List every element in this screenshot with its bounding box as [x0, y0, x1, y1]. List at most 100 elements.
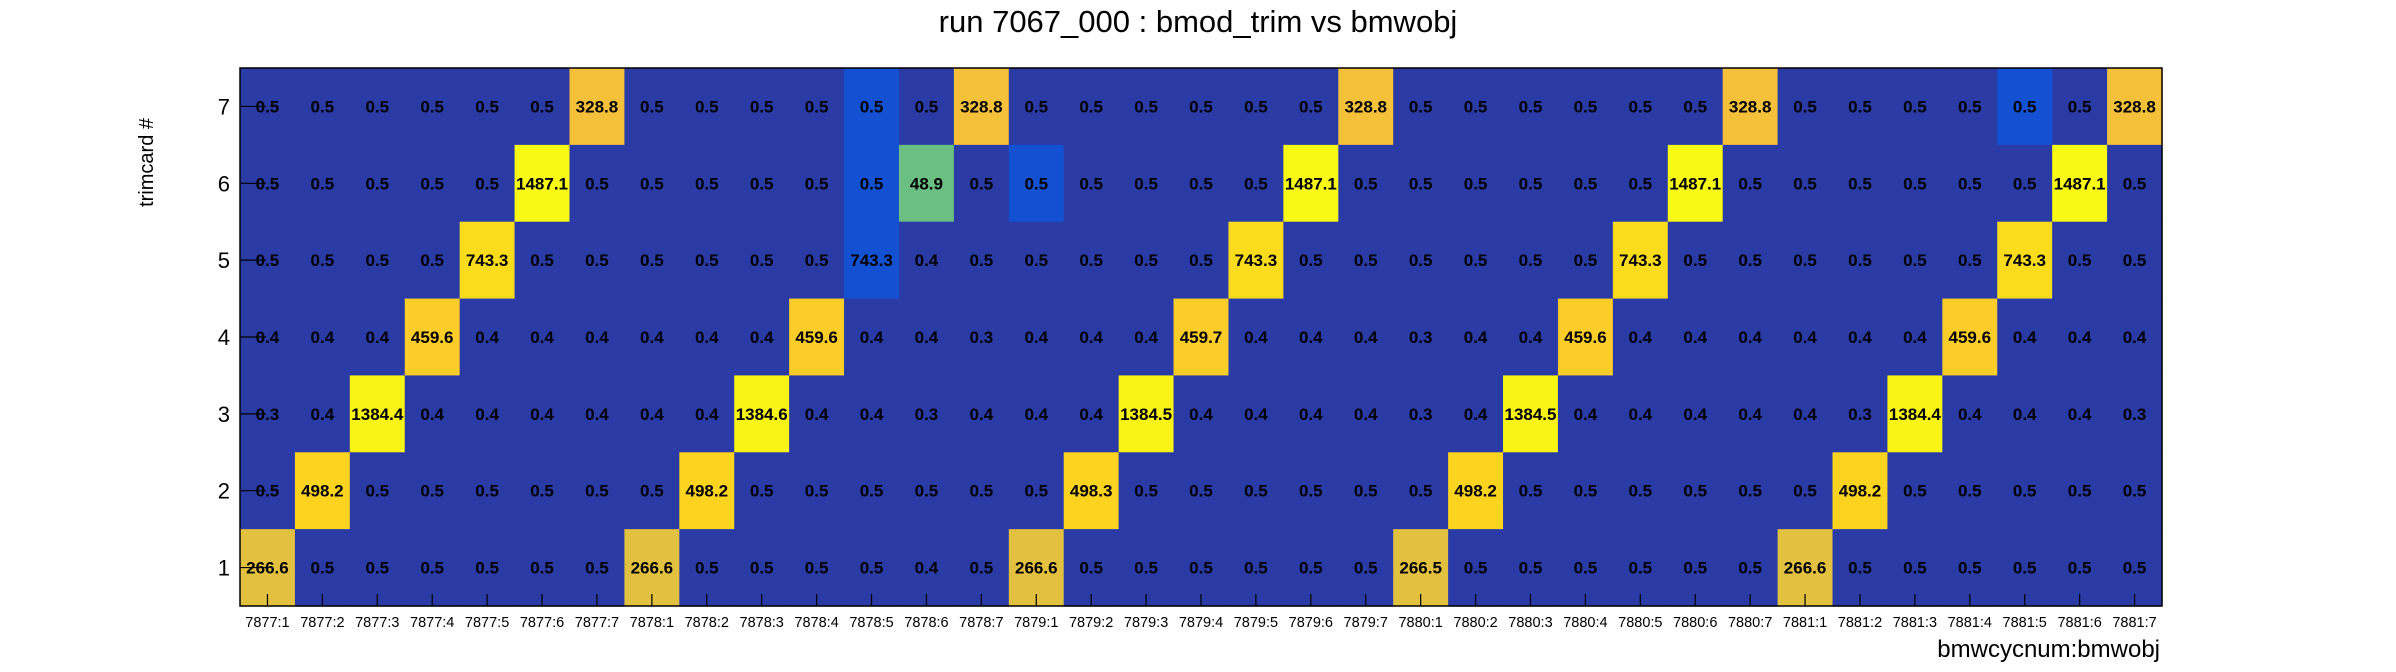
- cell-value-label: 0.5: [311, 97, 335, 116]
- cell-value-label: 498.2: [685, 482, 728, 501]
- heatmap-cell: [1448, 529, 1504, 607]
- cell-value-label: 0.5: [1464, 174, 1488, 193]
- x-tick-label: 7880:7: [1728, 615, 1772, 631]
- heatmap-cell: [2107, 298, 2163, 377]
- heatmap-cell: [1008, 221, 1065, 300]
- heatmap-cell: [1997, 298, 2053, 377]
- cell-value-label: 743.3: [1235, 251, 1278, 270]
- heatmap-cell: [1393, 452, 1449, 530]
- x-tick-label: 7880:4: [1563, 615, 1607, 631]
- heatmap-cell: [514, 452, 571, 530]
- heatmap-cell: [514, 144, 571, 223]
- cell-value-label: 0.4: [860, 405, 884, 424]
- heatmap-cell: [1832, 452, 1889, 530]
- cell-value-label: 0.4: [2013, 405, 2037, 424]
- cell-value-label: 0.5: [1079, 251, 1103, 270]
- cell-value-label: 0.5: [1628, 482, 1652, 501]
- heatmap-cell: [1942, 221, 1998, 300]
- cell-value-label: 0.5: [1574, 482, 1598, 501]
- heatmap-cell: [1228, 298, 1284, 377]
- heatmap-cell: [953, 298, 1010, 377]
- cell-value-label: 743.3: [850, 251, 893, 270]
- heatmap-cell: [459, 452, 516, 530]
- cell-value-label: 0.5: [365, 174, 389, 193]
- heatmap-cell: [953, 68, 1010, 146]
- cell-value-label: 0.5: [1519, 174, 1543, 193]
- cell-value-label: 0.5: [1683, 97, 1707, 116]
- cell-value-label: 0.5: [585, 251, 609, 270]
- cell-value-label: 0.4: [695, 405, 719, 424]
- cell-value-label: 0.5: [2068, 97, 2092, 116]
- heatmap-cell: [2107, 375, 2163, 453]
- heatmap-cell: [1008, 529, 1065, 607]
- cell-value-label: 0.5: [1244, 97, 1268, 116]
- heatmap-cell: [1942, 452, 1998, 530]
- cell-value-label: 0.4: [1024, 405, 1048, 424]
- heatmap-cell: [569, 144, 625, 223]
- cell-value-label: 0.5: [365, 97, 389, 116]
- cell-value-label: 0.4: [1683, 328, 1707, 347]
- x-axis-ticks: 7877:1 7877:2 7877:3 7877:4 7877:5 7877:6 7877…: [245, 594, 2157, 631]
- heatmap-cell: [1503, 529, 1559, 607]
- cell-value-label: 0.4: [1299, 328, 1323, 347]
- cell-value-label: 1384.4: [351, 405, 404, 424]
- cell-value-label: 0.5: [1574, 251, 1598, 270]
- cell-value-label: 0.5: [1903, 251, 1927, 270]
- cell-value-label: 0.5: [1189, 174, 1213, 193]
- cell-value-label: 0.5: [1464, 559, 1488, 578]
- x-tick-label: 7879:5: [1234, 615, 1278, 631]
- heatmap-cell: [898, 298, 955, 377]
- cell-value-label: 0.5: [1903, 482, 1927, 501]
- cell-value-label: 0.5: [1738, 482, 1762, 501]
- cell-value-label: 0.5: [695, 97, 719, 116]
- cell-value-label: 0.5: [640, 251, 664, 270]
- cell-value-label: 0.4: [585, 328, 609, 347]
- heatmap-cell: [679, 529, 735, 607]
- cell-value-label: 0.5: [1189, 559, 1213, 578]
- heatmap-cells: [240, 68, 2163, 607]
- cell-value-label: 0.3: [256, 405, 280, 424]
- cell-value-label: 0.5: [1628, 97, 1652, 116]
- heatmap-cell: [844, 375, 900, 453]
- heatmap-cell: [2052, 375, 2108, 453]
- heatmap-cell: [459, 144, 516, 223]
- cell-value-label: 1487.1: [516, 174, 568, 193]
- heatmap-cell: [1338, 298, 1394, 377]
- heatmap-cell: [953, 452, 1010, 530]
- cell-value-label: 0.4: [1958, 405, 1982, 424]
- heatmap-cell-labels: 0.5 0.5 0.5 0.5 0.5 0.5 328.8 0.5 0.5 0.5 0.5 0.5 0.…: [246, 97, 2156, 577]
- cell-value-label: 0.5: [1464, 97, 1488, 116]
- heatmap-cell: [1667, 221, 1724, 300]
- cell-value-label: 0.5: [311, 559, 335, 578]
- cell-value-label: 266.6: [1015, 559, 1058, 578]
- cell-value-label: 0.5: [1958, 97, 1982, 116]
- cell-value-label: 0.4: [750, 328, 774, 347]
- heatmap-cell: [1118, 68, 1175, 146]
- heatmap-cell: [1283, 375, 1339, 453]
- cell-value-label: 0.5: [1628, 559, 1652, 578]
- heatmap-cell: [898, 529, 955, 607]
- heatmap-cell: [1722, 529, 1779, 607]
- cell-value-label: 0.3: [970, 328, 994, 347]
- cell-value-label: 0.5: [970, 174, 994, 193]
- heatmap-cell: [514, 68, 571, 146]
- cell-value-label: 0.3: [2123, 405, 2147, 424]
- cell-value-label: 0.5: [420, 482, 444, 501]
- heatmap-cell: [294, 144, 351, 223]
- cell-value-label: 0.5: [1903, 559, 1927, 578]
- cell-value-label: 0.5: [420, 251, 444, 270]
- heatmap-cell: [953, 529, 1010, 607]
- heatmap-cell: [459, 68, 516, 146]
- cell-value-label: 266.5: [1399, 559, 1442, 578]
- heatmap-cell: [1063, 221, 1120, 300]
- heatmap-cell: [624, 144, 680, 223]
- y-tick-label: 3: [218, 402, 230, 427]
- cell-value-label: 0.5: [1244, 482, 1268, 501]
- heatmap-cell: [1722, 144, 1779, 223]
- heatmap-cell: [2107, 452, 2163, 530]
- heatmap-cell: [569, 375, 625, 453]
- cell-value-label: 1384.5: [1504, 405, 1556, 424]
- cell-value-label: 0.5: [530, 482, 554, 501]
- cell-value-label: 0.5: [1244, 559, 1268, 578]
- cell-value-label: 0.5: [805, 97, 829, 116]
